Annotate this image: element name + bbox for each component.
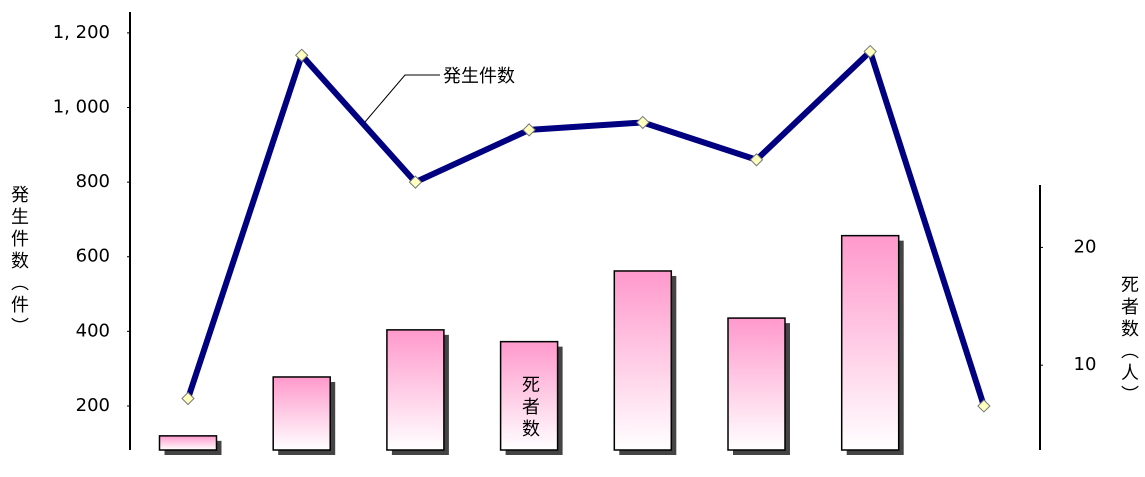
y-tick-label: 600 <box>76 246 110 267</box>
y2-tick-label: 10 <box>1074 354 1097 375</box>
y2-axis-label: 死者数（人） <box>1118 275 1139 407</box>
y-tick-label: 1, 200 <box>53 22 110 43</box>
bar <box>840 234 900 451</box>
line-marker <box>636 115 650 130</box>
line-marker <box>294 48 309 62</box>
line <box>185 48 987 407</box>
line-marker <box>749 153 764 167</box>
annotation-leader <box>364 74 440 123</box>
line-marker <box>181 391 195 406</box>
y2-tick-label: 20 <box>1074 236 1097 257</box>
line-annotation: 発生件数 <box>443 66 515 87</box>
y-tick-label: 200 <box>76 395 110 416</box>
y-tick-label: 800 <box>76 171 110 192</box>
bar <box>613 270 673 451</box>
y-axis-label: 発生件数（件） <box>8 185 29 339</box>
line-marker <box>863 44 877 59</box>
line-marker <box>977 399 991 413</box>
line-marker <box>522 123 536 137</box>
y-tick-label: 400 <box>76 320 110 341</box>
line-marker <box>408 175 423 189</box>
bar-annotation: 死者数 <box>519 375 540 441</box>
bar <box>499 340 559 451</box>
bar <box>272 376 331 451</box>
bar <box>727 317 786 451</box>
bar <box>386 329 445 451</box>
bar <box>158 435 218 451</box>
y-tick-label: 1, 000 <box>53 97 110 118</box>
